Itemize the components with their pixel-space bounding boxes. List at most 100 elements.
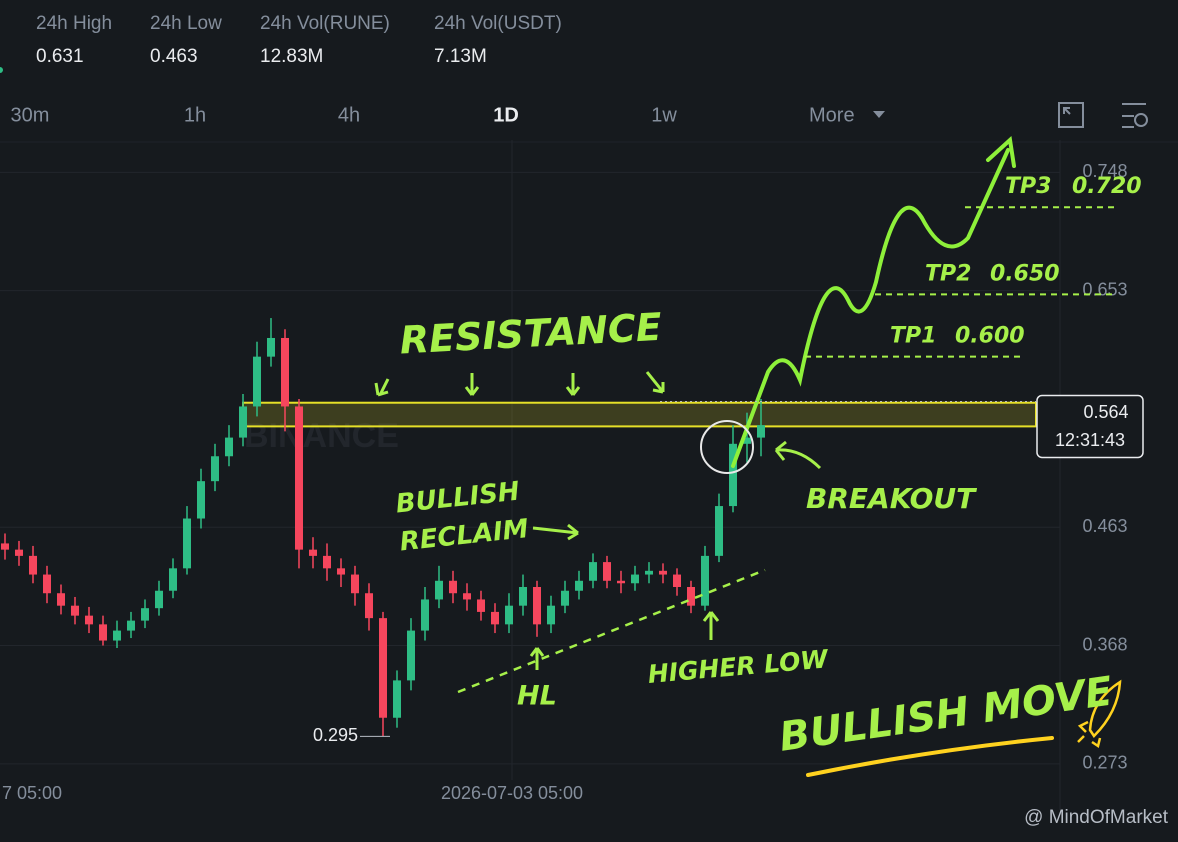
candle-body bbox=[113, 630, 121, 641]
candle-body bbox=[519, 587, 527, 606]
candle-body bbox=[85, 615, 93, 625]
target-name: TP1 bbox=[890, 324, 936, 349]
interval-tab[interactable]: 1D bbox=[493, 104, 519, 126]
interval-tab[interactable]: 1w bbox=[651, 104, 677, 126]
candle-body bbox=[99, 624, 107, 641]
breakout-arrow bbox=[774, 440, 822, 470]
candle-body bbox=[589, 562, 597, 581]
candle-body bbox=[603, 562, 611, 581]
last-price-box bbox=[1036, 394, 1144, 459]
projection-arrow bbox=[731, 148, 1010, 468]
last-price-label: 0.564 bbox=[1083, 402, 1128, 422]
annotation: HL bbox=[517, 681, 557, 712]
candle-body bbox=[435, 580, 443, 600]
stat-label: 24h Low bbox=[150, 13, 222, 34]
status-dot bbox=[0, 67, 3, 73]
more-caret bbox=[873, 111, 885, 118]
candle-body bbox=[183, 518, 191, 569]
candle-body bbox=[575, 580, 583, 591]
candle-body bbox=[169, 568, 177, 591]
low-marker-label: 0.295 bbox=[313, 725, 358, 745]
trendline bbox=[457, 568, 766, 694]
candle-body bbox=[239, 406, 247, 438]
higher-low-arrow bbox=[702, 611, 720, 640]
annotation: BREAKOUT bbox=[806, 482, 977, 515]
hl-arrow bbox=[529, 647, 545, 670]
target-price: 0.600 bbox=[955, 324, 1025, 349]
resistance-arrow bbox=[374, 378, 390, 397]
candle-body bbox=[365, 593, 373, 619]
candle-body bbox=[659, 570, 667, 575]
candle-body bbox=[197, 481, 205, 519]
y-tick-label: 0.653 bbox=[1082, 279, 1127, 299]
candle-body bbox=[631, 574, 639, 584]
candle-body bbox=[463, 593, 471, 600]
stat-value: 0.631 bbox=[36, 46, 84, 67]
candle-body bbox=[29, 555, 37, 575]
candle-body bbox=[421, 599, 429, 631]
target-name: TP2 bbox=[925, 261, 971, 286]
candle-body bbox=[71, 605, 79, 616]
resistance-arrow bbox=[645, 371, 665, 394]
interval-tab[interactable]: 4h bbox=[338, 104, 360, 126]
candle-body bbox=[281, 337, 289, 407]
target-price: 0.720 bbox=[1072, 174, 1142, 199]
candle-body bbox=[673, 574, 681, 588]
x-tick-label: 2026-07-03 05:00 bbox=[441, 783, 583, 803]
projection-arrowhead bbox=[986, 136, 1016, 168]
candle-body bbox=[561, 590, 569, 606]
candle-body bbox=[253, 356, 261, 407]
candle-body bbox=[351, 574, 359, 594]
candle-body bbox=[43, 574, 51, 594]
watermark: BINANCE bbox=[244, 417, 399, 455]
candle-body bbox=[407, 630, 415, 681]
more-menu[interactable]: More bbox=[809, 104, 855, 126]
candle-body bbox=[491, 611, 499, 625]
chart-layer: BINANCE bbox=[0, 140, 1061, 810]
candle-body bbox=[477, 599, 485, 612]
candle-body bbox=[309, 549, 317, 556]
stat-label: 24h High bbox=[36, 13, 112, 34]
countdown: 12:31:43 bbox=[1055, 430, 1125, 450]
credit: @ MindOfMarket bbox=[1024, 807, 1169, 828]
interval-tab[interactable]: 1h bbox=[184, 104, 206, 126]
underline bbox=[806, 736, 1054, 777]
breakout-circle bbox=[700, 420, 754, 474]
reclaim-arrow bbox=[532, 523, 579, 541]
candle-body bbox=[337, 568, 345, 575]
candle-body bbox=[225, 437, 233, 457]
candle-body bbox=[267, 337, 275, 357]
candle-body bbox=[323, 555, 331, 569]
stat-value: 12.83M bbox=[260, 46, 323, 67]
candle-body bbox=[155, 590, 163, 609]
candle-body bbox=[379, 618, 387, 718]
candle-body bbox=[743, 437, 751, 444]
y-tick-label: 0.463 bbox=[1082, 516, 1127, 536]
x-tick-label: 7 05:00 bbox=[2, 783, 62, 803]
candle-body bbox=[1, 543, 9, 550]
candle-body bbox=[505, 605, 513, 625]
stat-value: 7.13M bbox=[434, 46, 487, 67]
y-tick-label: 0.273 bbox=[1082, 753, 1127, 773]
candle-body bbox=[645, 570, 653, 575]
interval-tab[interactable]: 30m bbox=[11, 104, 50, 126]
candle-body bbox=[141, 608, 149, 621]
stat-label: 24h Vol(RUNE) bbox=[260, 13, 390, 34]
candle-body bbox=[295, 406, 303, 550]
candle-body bbox=[127, 620, 135, 631]
stat-value: 0.463 bbox=[150, 46, 198, 67]
candle-body bbox=[533, 587, 541, 625]
settings-icon[interactable] bbox=[1122, 103, 1148, 128]
rocket-icon bbox=[1077, 679, 1122, 749]
candle-body bbox=[211, 456, 219, 482]
candle-body bbox=[393, 680, 401, 718]
candle-body bbox=[687, 587, 695, 606]
candle-body bbox=[757, 425, 765, 438]
target-price: 0.650 bbox=[990, 261, 1060, 286]
candle-body bbox=[701, 555, 709, 606]
y-tick-label: 0.368 bbox=[1082, 634, 1127, 654]
fullscreen-icon[interactable] bbox=[1058, 102, 1084, 128]
candle-body bbox=[617, 580, 625, 584]
resistance-arrow bbox=[464, 373, 480, 396]
